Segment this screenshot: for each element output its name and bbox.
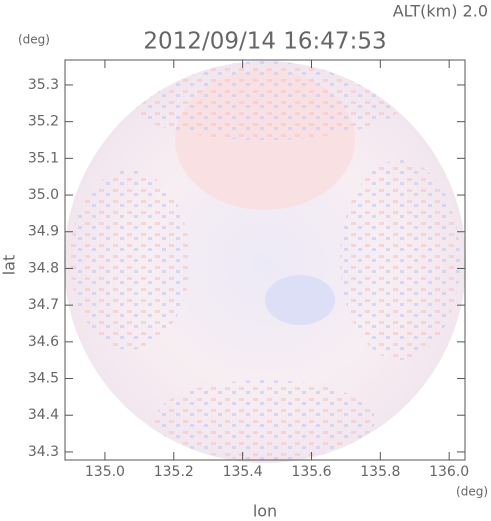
- y-axis-label: lat: [0, 255, 19, 276]
- y-unit: (deg): [18, 33, 50, 47]
- y-tick-label: 34.3: [28, 444, 59, 460]
- x-tick-label: 135.4: [223, 464, 263, 480]
- y-tick-label: 34.8: [28, 260, 59, 276]
- y-tick-label: 34.4: [28, 407, 59, 423]
- altitude-label: ALT(km) 2.0: [393, 2, 488, 21]
- x-tick-label: 135.0: [85, 464, 125, 480]
- y-tick-label: 34.9: [28, 224, 59, 240]
- y-tick-label: 35.2: [28, 114, 59, 130]
- y-tick-label: 35.1: [28, 150, 59, 166]
- plot-frame: [64, 59, 466, 461]
- y-tick-label: 34.5: [28, 371, 59, 387]
- y-tick-label: 34.7: [28, 297, 59, 313]
- y-tick-label: 35.0: [28, 187, 59, 203]
- x-tick-label: 135.8: [360, 464, 400, 480]
- y-tick-label: 35.3: [28, 77, 59, 93]
- x-unit: (deg): [456, 485, 488, 499]
- y-tick-label: 34.6: [28, 334, 59, 350]
- chart-title: 2012/09/14 16:47:53: [143, 29, 386, 55]
- radar-field: [64, 61, 466, 463]
- x-tick-label: 136.0: [429, 464, 469, 480]
- x-axis-label: lon: [253, 502, 277, 521]
- x-tick-label: 135.2: [154, 464, 194, 480]
- x-tick-label: 135.6: [291, 464, 331, 480]
